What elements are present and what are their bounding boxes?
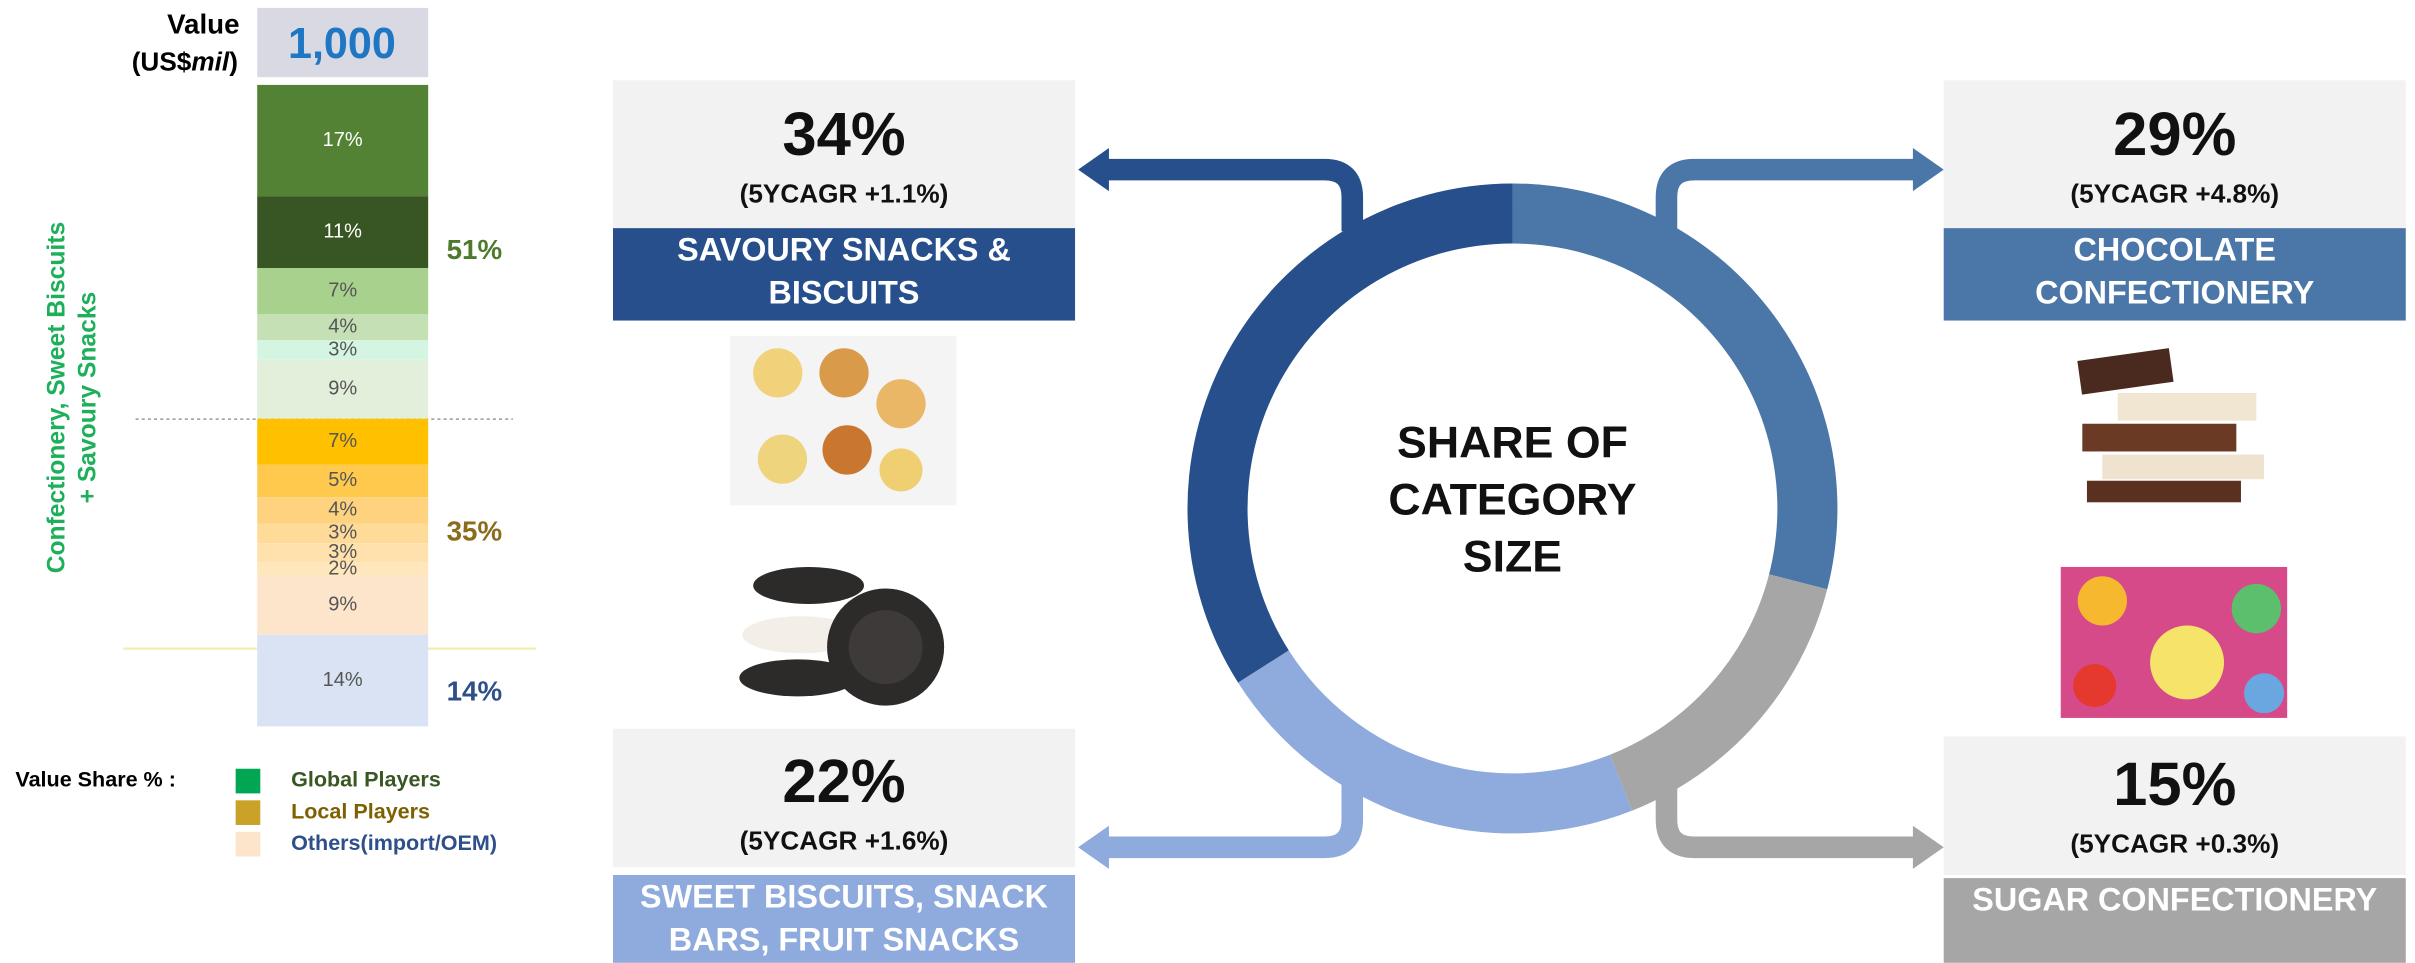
donut-title-box: SHARE OF CATEGORY SIZE (1343, 416, 1682, 601)
photo-shape (876, 379, 925, 428)
unit-emphasis: mil (191, 46, 230, 76)
photo-shape (758, 435, 807, 484)
legend-title: Value Share % : (15, 767, 175, 792)
value-header: Value (167, 9, 239, 40)
category-label-box: CHOCOLATE CONFECTIONERY (1959, 230, 2390, 322)
segment-label: 9% (328, 378, 357, 400)
legend-label: Local Players (291, 798, 430, 823)
category-label: SUGAR CONFECTIONERY (1959, 880, 2390, 923)
total-value: 1,000 (288, 20, 396, 68)
growth-label: (5YCAGR +1.1%) (740, 179, 949, 209)
segment-label: 4% (328, 499, 357, 521)
legend-swatch (236, 769, 261, 794)
connector (1666, 778, 1916, 847)
photo-shape (2102, 455, 2264, 480)
photo-shape (849, 610, 923, 684)
category-label: SWEET BISCUITS, SNACK BARS, FRUIT SNACKS (628, 877, 1059, 963)
share-label: 22% (782, 747, 905, 816)
connector (1666, 170, 1916, 232)
photo-candy (2061, 567, 2287, 718)
connector (1106, 778, 1352, 847)
legend-swatch (236, 832, 261, 857)
segment-label: 14% (323, 669, 363, 691)
arrow-head (1078, 148, 1109, 191)
photo-shape (753, 348, 802, 397)
side-label: Confectionery, Sweet Biscuits + Savoury … (43, 220, 105, 574)
photo-shape (2244, 673, 2284, 713)
group-label: 51% (447, 234, 502, 265)
arrow-head (1078, 826, 1109, 869)
category-label-box: SUGAR CONFECTIONERY (1959, 880, 2390, 963)
growth-label: (5YCAGR +1.6%) (740, 826, 949, 856)
segment-label: 9% (328, 594, 357, 616)
group-label: 35% (447, 516, 502, 547)
segment-label: 7% (328, 279, 357, 301)
photo-shape (2073, 664, 2116, 707)
photo-shape (879, 448, 922, 491)
photo-shape (2087, 481, 2241, 503)
photo-shape (819, 348, 868, 397)
share-label: 15% (2113, 750, 2236, 819)
connector (1106, 170, 1352, 232)
group-label: 14% (447, 676, 502, 707)
donut-segment (1238, 650, 1632, 833)
legend-label: Global Players (291, 767, 441, 792)
side-label-group: Confectionery, Sweet Biscuits + Savoury … (43, 220, 126, 574)
photo-cookies (730, 555, 956, 717)
legend-swatch (236, 800, 261, 825)
growth-label: (5YCAGR +4.8%) (2070, 179, 2279, 209)
segment-label: 11% (323, 220, 362, 242)
unit-prefix: (US$ (132, 46, 192, 76)
photo-shape (2118, 393, 2257, 421)
segment-label: 3% (328, 338, 357, 360)
photo-shape (822, 425, 871, 474)
share-label: 29% (2113, 100, 2236, 169)
arrow-head (1913, 826, 1944, 869)
arrow-head (1913, 148, 1944, 191)
page: Value (US$mil) 1,000 Confectionery, Swee… (0, 0, 2415, 963)
growth-label: (5YCAGR +0.3%) (2070, 829, 2279, 859)
photo-shape (2078, 576, 2127, 625)
photo-chocolate (2061, 336, 2287, 509)
infographic: Value (US$mil) 1,000 Confectionery, Swee… (0, 0, 2415, 963)
photo-shape (753, 567, 864, 604)
segment-label: 4% (328, 315, 357, 337)
legend-label: Others(import/OEM) (291, 830, 497, 855)
value-unit: (US$mil) (132, 46, 238, 76)
donut-title: SHARE OF CATEGORY SIZE (1343, 416, 1682, 587)
segment-label: 17% (323, 129, 363, 151)
category-label: SAVOURY SNACKS & BISCUITS (628, 230, 1059, 316)
photo-shape (2150, 626, 2224, 700)
category-label-box: SAVOURY SNACKS & BISCUITS (628, 230, 1059, 322)
donut-segment (1610, 574, 1827, 810)
photo-shape (2082, 424, 2236, 452)
category-label-box: SWEET BISCUITS, SNACK BARS, FRUIT SNACKS (628, 877, 1059, 963)
segment-label: 5% (328, 469, 357, 491)
category-label: CHOCOLATE CONFECTIONERY (1959, 230, 2390, 316)
photo-shape (2232, 584, 2281, 633)
segment-label: 7% (328, 430, 357, 452)
side-label-box: Confectionery, Sweet Biscuits + Savoury … (43, 220, 126, 574)
unit-suffix: ) (229, 46, 238, 76)
share-label: 34% (782, 100, 905, 169)
photo-snacks (730, 336, 956, 505)
